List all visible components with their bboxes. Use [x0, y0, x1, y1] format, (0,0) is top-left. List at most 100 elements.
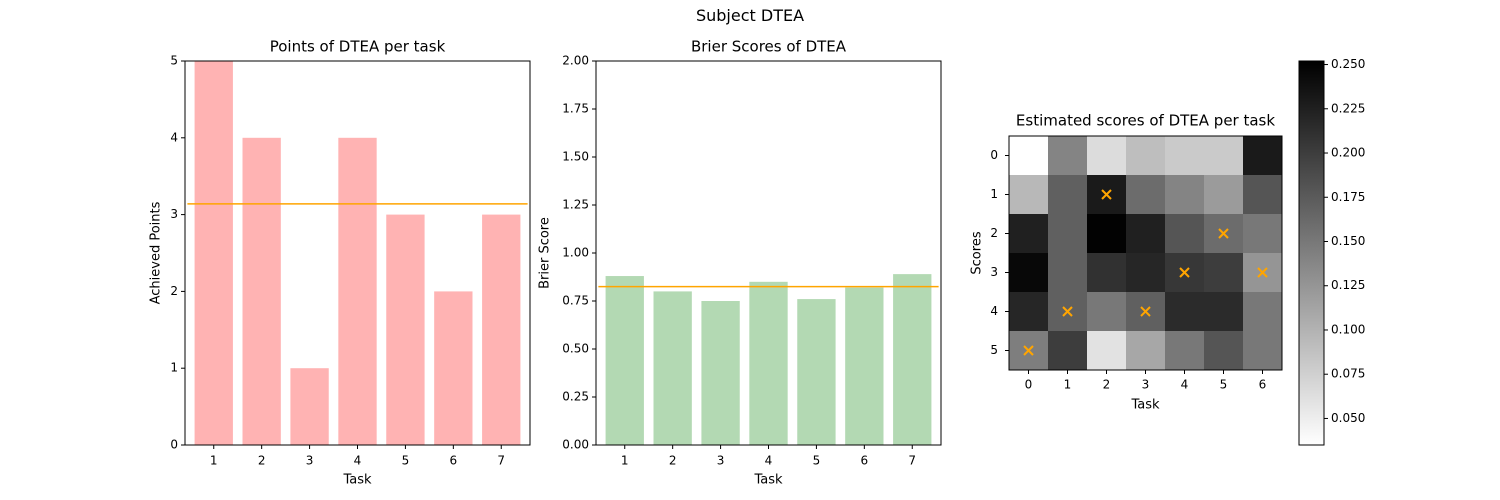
bar-task-6: [845, 287, 884, 445]
heatmap-cell: [1243, 175, 1283, 215]
heatmap-cell: [1009, 214, 1049, 254]
x-tick-label: 3: [306, 454, 314, 468]
heatmap-cell: [1243, 331, 1283, 371]
marker-x: [1023, 345, 1034, 356]
y-tick-label: 2.00: [562, 54, 589, 68]
heatmap-title: Estimated scores of DTEA per task: [1016, 112, 1275, 130]
colorbar-tick-label: 0.075: [1331, 367, 1365, 381]
y-tick-label: 1.75: [562, 102, 589, 116]
heatmap-cell: [1126, 331, 1166, 371]
y-tick-label: 2: [990, 226, 998, 240]
heatmap-cell: [1009, 292, 1049, 332]
heatmap-cell: [1204, 253, 1244, 293]
heatmap-cell: [1087, 331, 1127, 371]
y-tick-label: 5: [170, 54, 178, 68]
heatmap-cell: [1165, 214, 1205, 254]
heatmap-cell: [1126, 175, 1166, 215]
bar-task-4: [338, 137, 377, 446]
x-tick-label: 2: [258, 454, 266, 468]
heatmap-cell: [1009, 253, 1049, 293]
heatmap-cell: [1204, 175, 1244, 215]
bar-task-7: [893, 274, 932, 445]
y-tick-label: 0.50: [562, 342, 589, 356]
y-axis-label: Scores: [970, 231, 985, 274]
colorbar-tick-label: 0.225: [1331, 101, 1365, 115]
marker-x: [1257, 267, 1268, 278]
heatmap-cell: [1165, 331, 1205, 371]
colorbar-tick-label: 0.100: [1331, 322, 1365, 336]
heatmap-cell: [1204, 136, 1244, 176]
y-tick-label: 1.25: [562, 198, 589, 212]
y-tick-label: 5: [990, 343, 998, 357]
y-tick-label: 1.50: [562, 150, 589, 164]
y-tick-label: 0.25: [562, 390, 589, 404]
heatmap-cell: [1126, 136, 1166, 176]
y-axis-label: Brier Score: [538, 217, 553, 289]
y-axis-label: Achieved Points: [149, 201, 164, 304]
y-tick-label: 3: [170, 207, 178, 221]
y-tick-label: 0: [990, 148, 998, 162]
heatmap-cell: [1009, 175, 1049, 215]
y-tick-label: 0.75: [562, 294, 589, 308]
y-tick-label: 1: [990, 187, 998, 201]
heatmap-cell: [1204, 331, 1244, 371]
marker-x: [1101, 189, 1112, 200]
x-tick-label: 4: [1181, 378, 1189, 392]
x-tick-label: 0: [1025, 378, 1033, 392]
colorbar: [1298, 60, 1325, 446]
chart-title: Brier Scores of DTEA: [691, 38, 847, 56]
heatmap-cell: [1126, 253, 1166, 293]
bar-task-3: [701, 301, 740, 445]
marker-x: [1140, 306, 1151, 317]
y-tick-label: 2: [170, 284, 178, 298]
bar-task-5: [797, 299, 836, 445]
heatmap-cell: [1048, 214, 1088, 254]
marker-x: [1218, 228, 1229, 239]
heatmap-cell: [1048, 175, 1088, 215]
heatmap-cell: [1087, 292, 1127, 332]
bar-task-1: [194, 61, 233, 445]
x-tick-label: 3: [717, 454, 725, 468]
x-tick-label: 5: [813, 454, 821, 468]
bar-task-6: [434, 291, 473, 445]
x-axis-label: Task: [753, 473, 783, 488]
colorbar-tick-label: 0.125: [1331, 278, 1365, 292]
bar-task-5: [386, 214, 425, 445]
x-tick-label: 2: [669, 454, 677, 468]
heatmap-cell: [1048, 136, 1088, 176]
bar-task-1: [605, 276, 644, 445]
colorbar-tick-label: 0.050: [1331, 411, 1365, 425]
y-tick-label: 0.00: [562, 438, 589, 452]
x-tick-label: 3: [1142, 378, 1150, 392]
heatmap-cell: [1048, 331, 1088, 371]
y-tick-label: 1: [170, 361, 178, 375]
bar-task-3: [290, 368, 329, 445]
bar-task-2: [242, 137, 281, 446]
x-tick-label: 6: [450, 454, 458, 468]
x-tick-label: 5: [402, 454, 410, 468]
x-tick-label: 7: [908, 454, 916, 468]
heatmap-cell: [1165, 175, 1205, 215]
marker-x: [1179, 267, 1190, 278]
x-tick-label: 6: [1259, 378, 1267, 392]
x-tick-label: 1: [621, 454, 629, 468]
colorbar-tick-label: 0.175: [1331, 190, 1365, 204]
x-axis-label: Task: [342, 473, 372, 488]
colorbar-tick-label: 0.250: [1331, 57, 1365, 71]
bar-task-2: [653, 291, 692, 445]
chart-title: Points of DTEA per task: [270, 38, 446, 56]
heatmap-cell: [1087, 253, 1127, 293]
heatmap-cell: [1204, 292, 1244, 332]
marker-x: [1062, 306, 1073, 317]
bar-task-7: [482, 214, 521, 445]
y-tick-label: 0: [170, 438, 178, 452]
x-tick-label: 1: [210, 454, 218, 468]
x-tick-label: 4: [354, 454, 362, 468]
heatmap-cell: [1165, 136, 1205, 176]
y-tick-label: 1.00: [562, 246, 589, 260]
figure-suptitle: Subject DTEA: [695, 6, 805, 25]
heatmap-cell: [1243, 214, 1283, 254]
heatmap-cell: [1165, 292, 1205, 332]
